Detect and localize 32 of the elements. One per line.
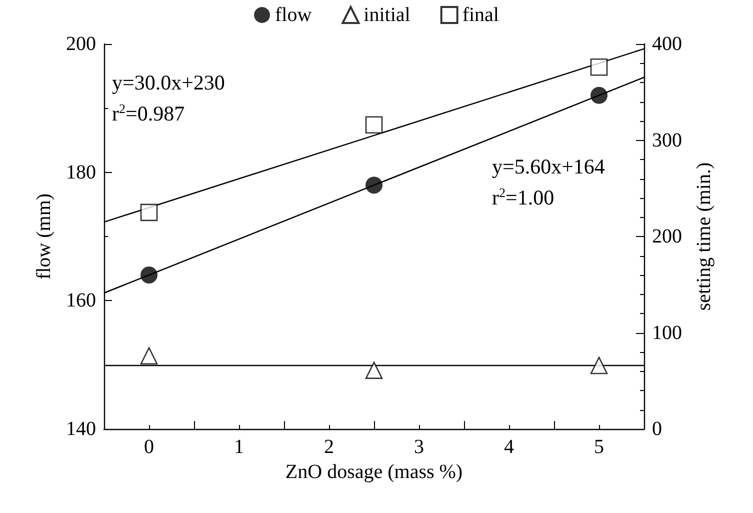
annotation: y=5.60x+164	[492, 154, 606, 178]
point	[140, 266, 158, 284]
x-tick-label: 5	[594, 436, 604, 458]
y2-tick-label: 200	[652, 226, 682, 248]
y-tick-label: 180	[66, 161, 96, 184]
point	[365, 362, 383, 379]
y2-tick-label: 400	[652, 33, 682, 55]
point	[366, 176, 382, 194]
point	[590, 58, 608, 76]
y2-tick-label: 0	[652, 418, 662, 440]
point	[140, 204, 158, 222]
point	[140, 347, 158, 364]
x-axis-title: ZnO dosage (mass %)	[285, 460, 463, 483]
point	[590, 86, 608, 104]
y2-tick-label: 100	[652, 322, 682, 344]
x-tick-label: 1	[234, 436, 244, 458]
x-tick-label: 0	[144, 436, 154, 458]
x-tick-label: 2	[324, 436, 334, 458]
annotation: y=30.0x+230	[112, 70, 225, 94]
y-tick-label: 140	[66, 418, 96, 440]
legend-label: flow	[275, 4, 312, 26]
x-tick-label: 4	[504, 436, 514, 458]
y-axis-title: flow (mm)	[33, 193, 55, 280]
y-tick-label: 160	[66, 290, 96, 312]
legend-label: initial	[364, 4, 411, 26]
legend-label: final	[462, 4, 500, 26]
y2-axis-title: setting time (min.)	[693, 162, 715, 311]
point	[590, 356, 608, 374]
point	[365, 116, 383, 134]
x-tick-label: 3	[414, 436, 424, 458]
y-tick-label: 200	[66, 33, 96, 55]
y2-tick-label: 300	[652, 129, 682, 152]
